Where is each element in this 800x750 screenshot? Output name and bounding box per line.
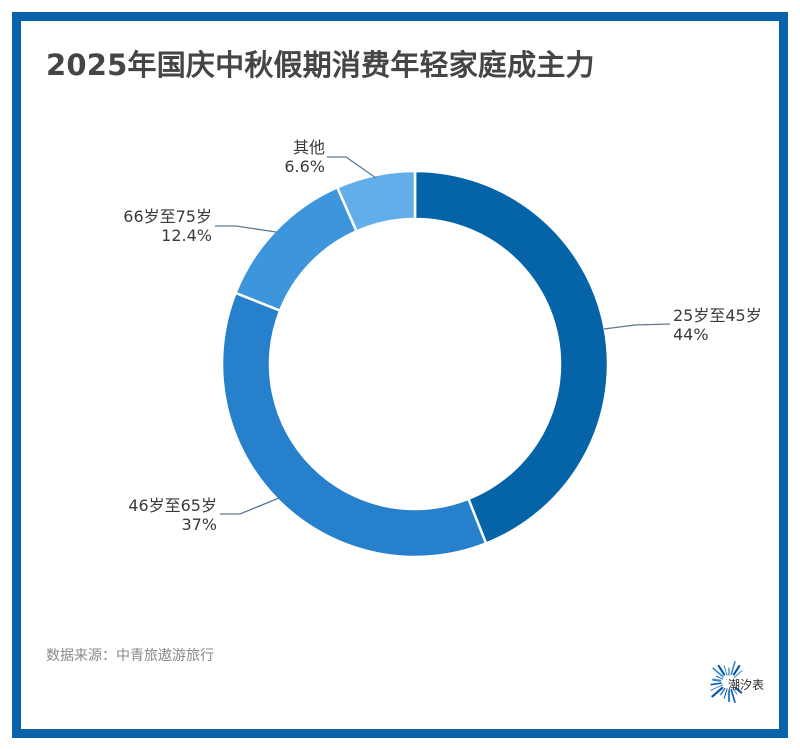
slice-label-25-45: 25岁至45岁 44% (673, 306, 762, 344)
donut-slice-3 (335, 169, 417, 233)
logo-text: 潮汐表 (728, 678, 765, 692)
slice-label-name: 46岁至65岁 (128, 496, 217, 515)
slice-label-value: 37% (181, 515, 217, 534)
data-source: 数据来源：中青旅遨游旅行 (46, 648, 214, 664)
donut-slice-1 (220, 291, 488, 559)
slice-label-other: 其他 6.6% (284, 138, 325, 176)
slice-label-46-65: 46岁至65岁 37% (128, 496, 217, 534)
slice-label-name: 66岁至75岁 (123, 207, 212, 226)
leader-line-46-65 (220, 497, 280, 515)
chart-title: 2025年国庆中秋假期消费年轻家庭成主力 (46, 48, 595, 82)
leader-line-66-75 (215, 225, 277, 233)
slice-label-value: 44% (673, 325, 709, 344)
donut-slice-0 (413, 169, 610, 546)
leader-line-other (327, 156, 377, 179)
slice-label-name: 25岁至45岁 (673, 306, 762, 325)
leader-lines (215, 156, 671, 515)
donut-slice-2 (233, 185, 359, 313)
slice-label-name: 其他 (292, 138, 325, 157)
slice-label-value: 6.6% (284, 157, 325, 176)
chart-frame (12, 12, 788, 738)
slice-label-66-75: 66岁至75岁 12.4% (123, 207, 212, 245)
donut-slices (220, 169, 610, 559)
burst-icon (710, 661, 743, 703)
leader-line-25-45 (603, 323, 671, 330)
slice-label-value: 12.4% (161, 226, 212, 245)
